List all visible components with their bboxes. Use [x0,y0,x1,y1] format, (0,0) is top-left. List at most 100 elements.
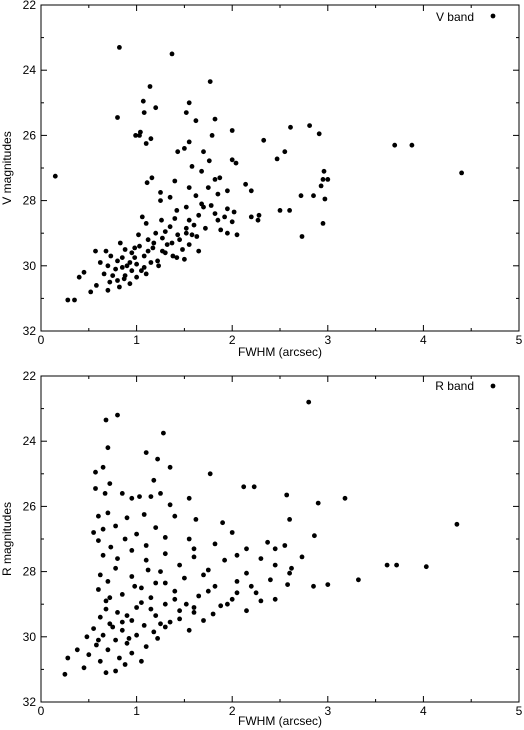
v-data-point [164,242,170,248]
r-data-point [454,521,460,527]
r-data-point [282,543,288,548]
v-data-point [186,139,192,145]
v-data-point [231,209,237,215]
v-data-point [124,263,130,269]
v-data-point [215,217,221,223]
v-data-point [143,271,149,277]
v-data-point [320,177,326,182]
r-x-tick-label-4: 4 [420,704,427,718]
r-data-point [115,556,120,561]
v-data-point [183,204,189,210]
v-data-point [212,177,218,182]
v-band-panel: 0 1 2 3 4 5 22 24 26 28 30 32 FWHM (arcs… [0,0,523,359]
r-data-point [148,606,154,612]
v-data-point [307,123,312,128]
r-data-points [62,399,460,677]
v-data-point [225,206,230,212]
v-data-point [392,142,398,148]
v-data-point [288,124,293,130]
r-data-point [137,494,142,499]
v-x-tick-label-2: 2 [229,333,236,347]
v-data-point [141,110,147,115]
v-data-point [117,45,122,50]
v-x-tick-label-5: 5 [516,333,523,347]
v-data-point [189,164,195,169]
r-data-point [244,570,249,576]
r-data-point [143,450,149,455]
v-plot-frame [40,4,520,332]
v-data-point [203,225,208,231]
v-data-point [299,234,305,239]
r-data-point [143,543,149,548]
v-data-point [248,214,254,220]
r-data-point [212,583,218,589]
v-data-point [183,110,189,115]
v-data-points [52,45,464,303]
r-data-point [134,632,140,638]
r-data-point [158,621,163,627]
r-data-point [113,565,118,571]
r-data-point [177,562,183,568]
v-data-point [134,261,140,267]
r-data-point [119,491,125,496]
r-data-point [186,536,192,542]
r-data-point [124,515,130,521]
r-data-point [119,619,125,625]
r-data-point [225,601,230,607]
r-data-point [117,655,122,661]
r-data-point [108,544,114,550]
r-data-point [306,399,312,405]
r-data-point [93,469,98,475]
v-data-point [186,217,192,223]
r-data-point [129,618,135,623]
r-data-point [139,585,144,591]
v-data-point [140,98,146,104]
v-data-point [172,216,178,221]
v-data-point [169,51,175,57]
r-data-point [205,588,211,594]
v-data-point [201,204,206,210]
v-y-axis-label: V magnitudes [0,131,14,204]
r-data-point [134,531,140,537]
v-data-point [182,146,187,151]
r-data-point [162,580,168,586]
r-data-point [161,430,166,436]
v-data-point [107,279,113,285]
v-data-point [186,185,192,191]
v-data-point [282,149,288,155]
v-data-point [182,256,187,262]
r-data-point [119,627,125,633]
r-data-point [162,624,168,630]
v-data-point [207,79,213,84]
r-data-point [91,530,96,535]
v-data-point [175,232,181,238]
r-data-point [62,671,68,677]
r-data-point [201,618,206,623]
r-x-tick-label-0: 0 [38,704,45,718]
r-data-point [234,590,240,596]
r-data-point [105,647,111,653]
v-y-tick-label-0: 22 [23,0,37,12]
v-data-point [316,131,322,137]
r-data-point [155,636,161,641]
r-data-point [153,525,159,530]
r-x-tick-label-1: 1 [133,704,140,718]
v-data-point [172,178,178,184]
v-data-point [318,183,324,189]
v-data-point [149,175,155,181]
r-data-point [100,464,106,470]
v-data-point [287,208,292,213]
r-data-point [241,484,247,490]
r-data-point [191,605,197,610]
r-data-point [124,640,130,646]
v-data-point [212,211,218,217]
v-data-point [206,158,212,164]
v-data-point [52,173,58,179]
r-data-point [183,601,189,607]
v-legend-label: V band [436,10,474,24]
r-data-point [234,552,240,558]
r-data-point [315,500,321,506]
v-data-point [183,230,189,236]
v-data-point [225,188,230,194]
